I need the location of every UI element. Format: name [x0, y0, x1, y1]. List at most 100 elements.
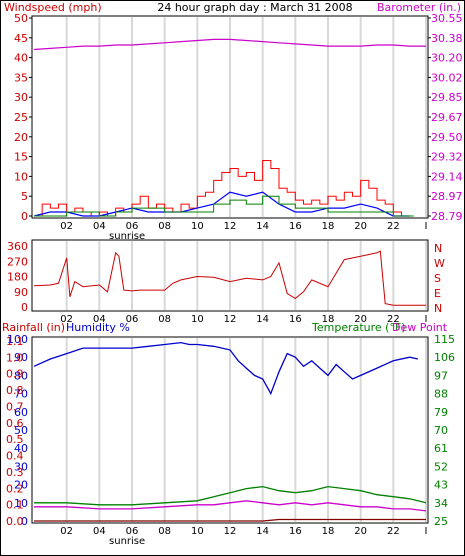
y-right-tick: E [434, 287, 441, 300]
y-rain-tick: 0.5 [6, 433, 24, 446]
x-tick-label: 08 [158, 221, 171, 232]
y-right-tick: 115 [434, 333, 455, 346]
y-rain-tick: 0.6 [6, 417, 24, 430]
x-tick-label: 10 [191, 526, 204, 537]
x-tick-label: 12 [224, 526, 237, 537]
x-tick-label: 22 [387, 221, 400, 232]
series-line-wind-direction [33, 250, 426, 306]
y-humidity-tick: 50 [14, 424, 28, 437]
y-left-tick: 50 [14, 12, 28, 25]
y-right-tick: 106 [434, 351, 455, 364]
x-tick-label: 10 [191, 314, 204, 325]
series-line-temperature [34, 485, 427, 506]
x-tick-label: 04 [93, 221, 106, 232]
x-tick-label: 04 [93, 526, 106, 537]
y-right-tick: W [434, 257, 445, 270]
y-left-tick: 10 [14, 170, 28, 183]
chart-title: 24 hour graph day : March 31 2008 [157, 1, 352, 14]
y-left-tick: 270 [7, 255, 28, 268]
y-left-tick: 15 [14, 151, 28, 164]
x-tick-label: 16 [289, 526, 302, 537]
x-tick-label: 22 [387, 526, 400, 537]
y-right-tick: 30.02 [431, 71, 463, 84]
series-line-wind-average [33, 191, 410, 217]
x-tick-label: 14 [256, 221, 269, 232]
sunrise-label: sunrise [109, 536, 145, 547]
y-rain-tick: 1.1 [6, 335, 24, 348]
x-tick-label: 12 [224, 221, 237, 232]
y-left-tick: 25 [14, 111, 28, 124]
y-right-tick: 52 [434, 460, 448, 473]
y-left-tick: 180 [7, 271, 28, 284]
chart-layer: 02 04 06 08 10 12 14 16 18 20 22 I 02 04 06 08 10 12 14 16 1… [6, 12, 463, 547]
x-tick-label: 20 [354, 526, 367, 537]
y-right-tick: N [434, 242, 442, 255]
barometer-label: Barometer (in.) [377, 1, 461, 14]
x-tick-label: 22 [387, 314, 400, 325]
y-left-tick: 35 [14, 71, 28, 84]
y-right-tick: 29.14 [431, 170, 463, 183]
x-tick-label: 02 [60, 526, 73, 537]
y-right-tick: 29.67 [431, 111, 463, 124]
x-tick-label: 18 [322, 221, 335, 232]
x-tick-label: 20 [354, 314, 367, 325]
x-tick-label: 02 [60, 221, 73, 232]
x-tick-label: 12 [224, 314, 237, 325]
y-humidity-tick: 40 [14, 442, 28, 455]
y-humidity-tick: 90 [14, 351, 28, 364]
series-line-dew-point [34, 500, 427, 512]
y-humidity-tick: 20 [14, 479, 28, 492]
x-tick-label: 16 [289, 221, 302, 232]
y-rain-tick: 0.8 [6, 384, 24, 397]
y-right-tick: 30.38 [431, 32, 463, 45]
x-tick-label: 18 [322, 526, 335, 537]
x-tick-label: 20 [354, 221, 367, 232]
y-left-tick: 0 [21, 301, 28, 314]
y-right-tick: 97 [434, 369, 448, 382]
y-left-tick: 90 [14, 286, 28, 299]
y-right-tick: 29.85 [431, 91, 463, 104]
y-humidity-tick: 100 [7, 333, 28, 346]
y-rain-tick: 1.0 [6, 351, 24, 364]
x-tick-label: 16 [289, 314, 302, 325]
y-right-tick: N [434, 302, 442, 315]
series-line-barometer [33, 38, 426, 51]
y-humidity-tick: 0 [21, 515, 28, 528]
y-right-tick: 34 [434, 497, 448, 510]
y-right-tick: 28.97 [431, 190, 463, 203]
y-humidity-tick: 60 [14, 406, 28, 419]
y-right-tick: 70 [434, 424, 448, 437]
y-rain-tick: 0.2 [6, 482, 24, 495]
x-tick-label: 06 [126, 221, 139, 232]
series-line-humidity [33, 341, 418, 396]
y-left-tick: 40 [14, 52, 28, 65]
y-rain-tick: 0.3 [6, 466, 24, 479]
y-right-tick: 29.50 [431, 131, 463, 144]
y-humidity-tick: 30 [14, 460, 28, 473]
x-tick-label: 10 [191, 221, 204, 232]
y-left-tick: 45 [14, 32, 28, 45]
x-tick-label: I [425, 221, 428, 232]
y-left-tick: 360 [7, 240, 28, 253]
dewpoint-label: Dew Point [392, 321, 448, 334]
y-rain-tick: 0.1 [6, 499, 24, 512]
temperature-label: Temperature (°F) [311, 321, 406, 334]
y-right-tick: S [434, 272, 441, 285]
x-tick-label: 14 [256, 314, 269, 325]
x-tick-label: 02 [60, 314, 73, 325]
y-left-tick: 0 [21, 210, 28, 223]
y-right-tick: 43 [434, 479, 448, 492]
y-humidity-tick: 70 [14, 388, 28, 401]
y-humidity-tick: 10 [14, 497, 28, 510]
y-left-tick: 30 [14, 91, 28, 104]
y-right-tick: 30.20 [431, 52, 463, 65]
x-tick-label: I [425, 314, 428, 325]
sunrise-label: sunrise [109, 231, 145, 242]
x-tick-label: 06 [126, 314, 139, 325]
humidity-label: Humidity % [66, 321, 130, 334]
y-rain-tick: 0.4 [6, 450, 24, 463]
x-tick-label: 06 [126, 526, 139, 537]
y-right-tick: 88 [434, 388, 448, 401]
y-right-tick: 29.32 [431, 151, 463, 164]
y-left-tick: 5 [21, 190, 28, 203]
